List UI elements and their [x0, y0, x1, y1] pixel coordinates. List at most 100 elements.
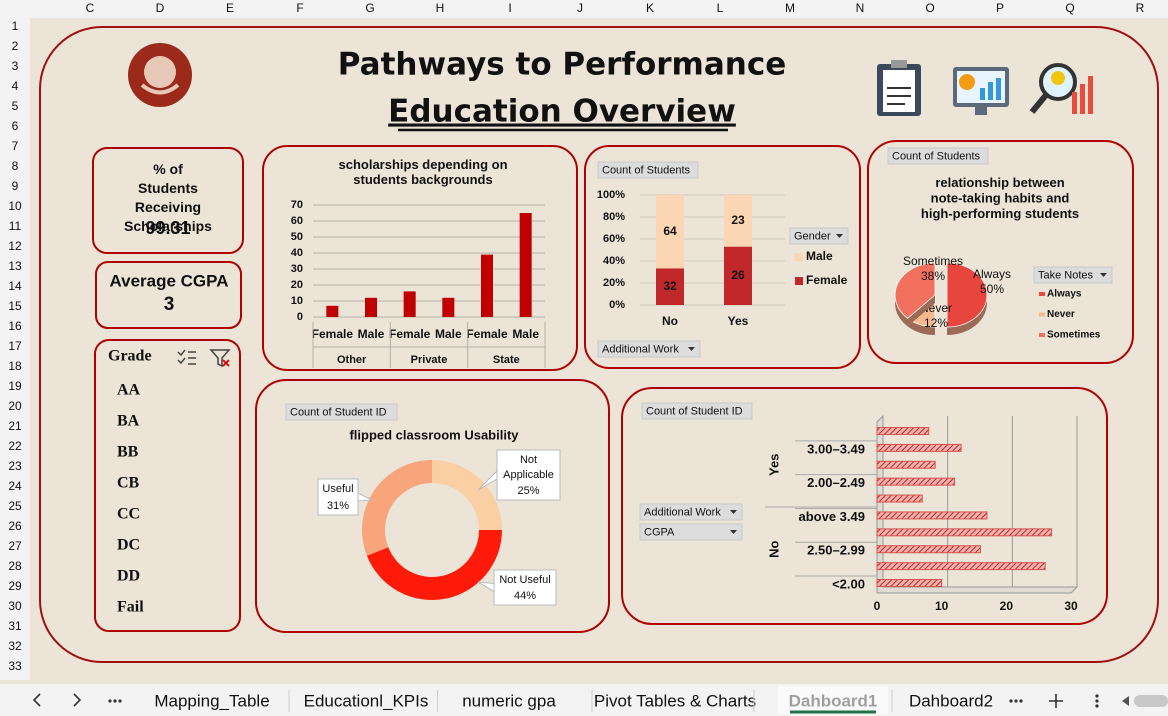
slicer-item[interactable]: Fail [117, 599, 144, 616]
dropdown-arrow[interactable] [836, 234, 843, 238]
slicer-item[interactable]: CC [117, 506, 140, 523]
field-button[interactable] [641, 402, 753, 420]
tab-bar [0, 684, 1168, 716]
field-button[interactable] [597, 340, 701, 358]
row-header: 16 [8, 319, 22, 333]
kpi-box [92, 147, 244, 254]
sheet-tab[interactable]: Pivot Tables & Charts [594, 691, 756, 710]
column-header: K [646, 1, 654, 15]
row-header: 23 [8, 459, 22, 473]
kpi-value: 99.31 [145, 218, 190, 238]
chart-box [255, 379, 610, 633]
x-tick-label: No [662, 314, 678, 328]
bar [365, 297, 377, 317]
slicer-item[interactable]: CB [117, 475, 140, 492]
slicer-item[interactable]: DC [117, 537, 140, 554]
bar [876, 477, 956, 486]
y-tick-label: 3.00–3.49 [807, 441, 865, 456]
field-button[interactable] [639, 523, 743, 541]
callout-box [493, 569, 557, 606]
column-header: H [436, 1, 445, 15]
chart-box [584, 145, 861, 369]
slicer-item[interactable]: BA [117, 413, 140, 430]
slicer-item[interactable]: DD [117, 568, 140, 585]
sheet-tab[interactable]: Educationl_KPIs [304, 691, 429, 710]
data-label: 32 [663, 279, 677, 293]
dropdown-arrow[interactable] [1100, 273, 1107, 277]
bar [876, 545, 981, 554]
prev-sheet-button[interactable] [32, 693, 41, 707]
options-button[interactable] [1095, 694, 1099, 708]
field-button[interactable] [285, 403, 398, 421]
row-header: 29 [8, 579, 22, 593]
dropdown-arrow[interactable] [688, 347, 695, 351]
dropdown-arrow[interactable] [730, 530, 737, 534]
row-header: 17 [8, 339, 22, 353]
row-header: 4 [12, 79, 19, 93]
row-header: 10 [8, 199, 22, 213]
row-header: 28 [8, 559, 22, 573]
row-header: 7 [12, 139, 19, 153]
field-button[interactable] [887, 147, 989, 165]
scroll-left[interactable] [1122, 696, 1129, 706]
legend-swatch [795, 253, 803, 261]
dropdown-arrow[interactable] [730, 510, 737, 514]
row-header: 9 [12, 179, 19, 193]
analysis-icon [1029, 63, 1093, 114]
slicer-clear-filter-icon [209, 349, 231, 368]
y-tick-label: 0% [609, 299, 625, 311]
group-label: Other [337, 354, 367, 366]
slicer-box [94, 339, 241, 632]
column-header: R [1136, 1, 1145, 15]
next-sheet-button[interactable] [73, 693, 82, 707]
group-label: Private [411, 354, 448, 366]
callout-box [317, 478, 359, 516]
callout-box [496, 449, 561, 501]
row-header: 8 [12, 159, 19, 173]
sheet-tab[interactable]: Mapping_Table [154, 691, 269, 710]
sheet-tab[interactable]: numeric gpa [462, 691, 556, 710]
bar [876, 579, 943, 587]
legend-label: Never [1047, 309, 1075, 320]
active-tab-bg [778, 686, 888, 714]
y-tick-label: 20 [291, 279, 303, 291]
row-header: 22 [8, 439, 22, 453]
more-tabs-button[interactable] [1009, 699, 1023, 703]
row-header: 19 [8, 379, 22, 393]
row-header: 3 [12, 59, 19, 73]
dashboard-subtitle: Education Overview [388, 94, 736, 130]
row-header: 5 [12, 99, 19, 113]
x-tick-label: Yes [728, 314, 749, 328]
monitor-icon [953, 67, 1009, 115]
horizontal-scrollbar[interactable] [1134, 695, 1168, 707]
row-header: 33 [8, 659, 22, 673]
field-button[interactable] [597, 161, 699, 179]
field-button[interactable] [639, 503, 743, 521]
y-tick-label: 0 [297, 311, 303, 323]
data-label: 44% [514, 590, 536, 602]
data-label: 31% [327, 500, 349, 512]
row-header: 1 [12, 19, 19, 33]
more-sheets-button[interactable] [108, 699, 122, 703]
data-label-name: Useful [322, 483, 353, 495]
field-button[interactable] [1033, 266, 1113, 284]
add-sheet-button[interactable] [1049, 694, 1063, 708]
y-tick-label: above 3.49 [799, 509, 866, 524]
row-header: 32 [8, 639, 22, 653]
row-header: 26 [8, 519, 22, 533]
data-label: 12% [924, 316, 948, 330]
report-icon [877, 60, 921, 116]
row-header: 27 [8, 539, 22, 553]
field-button[interactable] [789, 227, 849, 245]
row-header: 21 [8, 419, 22, 433]
data-label: 38% [921, 269, 945, 283]
slicer-title: Grade [108, 348, 152, 365]
slicer-item[interactable]: BB [117, 444, 139, 461]
bar-segment [656, 195, 684, 269]
slicer-item[interactable]: AA [117, 382, 141, 399]
sheet-tab[interactable]: Dahboard2 [909, 691, 993, 710]
bar [442, 297, 455, 317]
y-tick-label: 100% [597, 189, 625, 201]
legend-swatch [1039, 292, 1045, 296]
